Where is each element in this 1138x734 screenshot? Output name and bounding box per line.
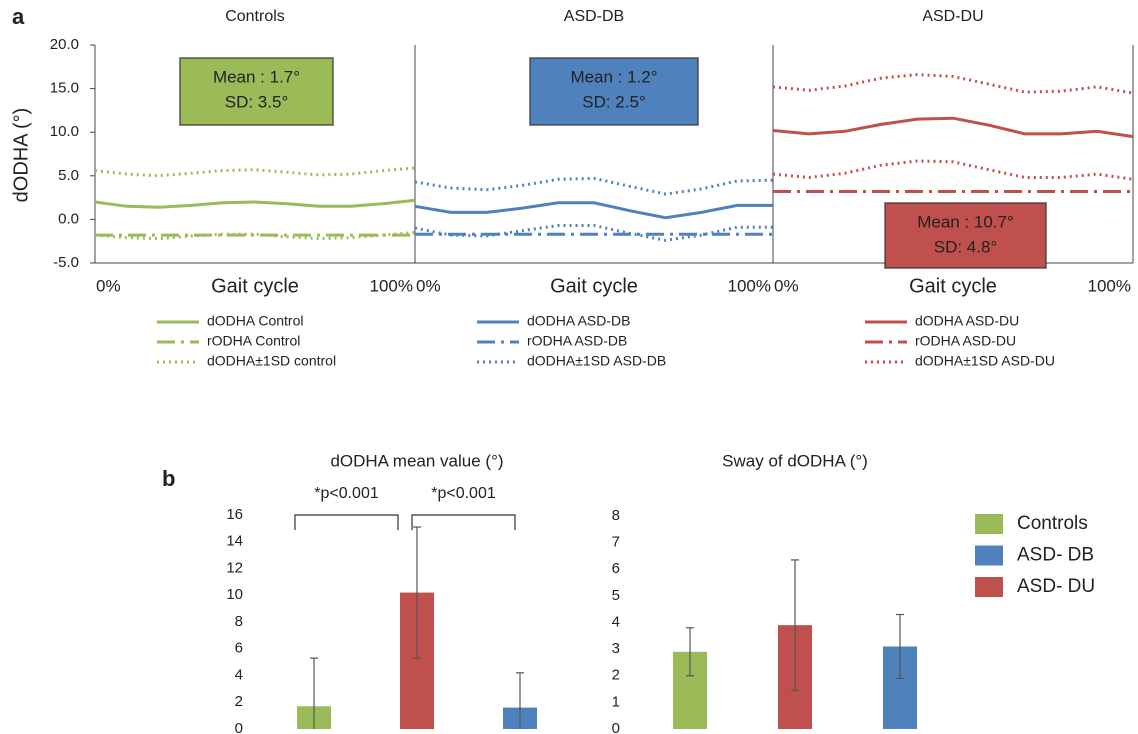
- stats-text: Mean : 1.2°: [570, 67, 657, 86]
- panel-title: Controls: [225, 8, 285, 25]
- y-tick-label: 4: [235, 666, 243, 683]
- y-tick-label: 15.0: [50, 80, 79, 97]
- series-line: [414, 224, 773, 242]
- legend-label: rODHA ASD-DU: [915, 333, 1016, 349]
- legend-label: dODHA±1SD ASD-DU: [915, 353, 1055, 369]
- stats-box: [884, 202, 1047, 269]
- significance-bracket: [411, 514, 516, 530]
- x-tick-label: 0%: [416, 276, 441, 295]
- legend-swatch: [975, 577, 1003, 597]
- error-bar: [516, 672, 524, 729]
- y-tick-label: 10: [226, 586, 243, 603]
- legend-label: dODHA Control: [207, 313, 303, 329]
- chart-title: dODHA mean value (°): [330, 451, 503, 470]
- y-tick-label: 2: [612, 667, 620, 684]
- y-tick-label: -5.0: [53, 254, 79, 271]
- y-tick-label: 6: [235, 640, 243, 657]
- legend-label: dODHA ASD-DU: [915, 313, 1019, 329]
- y-tick-label: 10.0: [50, 123, 79, 140]
- series-line: [772, 73, 1134, 95]
- panel-title: ASD-DU: [922, 8, 983, 25]
- legend-label: dODHA ASD-DB: [527, 313, 630, 329]
- series-line: [94, 198, 416, 209]
- stats-text: SD: 3.5°: [225, 92, 289, 111]
- y-tick-label: 0: [235, 720, 243, 734]
- y-tick-label: 7: [612, 534, 620, 551]
- x-tick-label: 100%: [1088, 276, 1131, 295]
- error-bar: [686, 627, 694, 677]
- plot: [673, 559, 917, 729]
- y-tick-label: 4: [612, 613, 620, 630]
- series-line: [414, 201, 773, 220]
- y-tick-label: 20.0: [50, 36, 79, 53]
- stats-text: SD: 2.5°: [582, 92, 646, 111]
- significance-bracket: [294, 514, 399, 530]
- panel-title: ASD-DB: [564, 8, 624, 25]
- stats-text: Mean : 10.7°: [917, 212, 1014, 231]
- y-tick-label: 12: [226, 559, 243, 576]
- y-tick-label: 8: [612, 507, 620, 524]
- x-axis-label: Gait cycle: [909, 275, 997, 297]
- y-tick-label: 5.0: [58, 167, 79, 184]
- x-tick-label: 100%: [370, 276, 413, 295]
- error-bar: [791, 559, 799, 691]
- y-tick-label: 16: [226, 506, 243, 523]
- series-line: [94, 166, 416, 178]
- error-bar: [896, 613, 904, 680]
- y-tick-label: 0: [612, 720, 620, 734]
- plot: [297, 526, 537, 729]
- series-line: [414, 176, 774, 196]
- x-tick-label: 0%: [774, 276, 799, 295]
- x-axis-label: Gait cycle: [550, 275, 638, 297]
- chart-title: Sway of dODHA (°): [722, 451, 868, 470]
- error-bar: [413, 526, 421, 659]
- legend-label: rODHA Control: [207, 333, 300, 349]
- panel-label: b: [162, 466, 175, 491]
- legend-label: ASD- DB: [1017, 545, 1094, 566]
- y-tick-label: 8: [235, 613, 243, 630]
- legend-label: dODHA±1SD ASD-DB: [527, 353, 666, 369]
- y-tick-label: 14: [226, 533, 243, 550]
- legend-label: dODHA±1SD control: [207, 353, 336, 369]
- legend-label: Controls: [1017, 513, 1088, 534]
- legend-label: ASD- DU: [1017, 576, 1095, 597]
- legend-swatch: [975, 514, 1003, 534]
- y-tick-label: 3: [612, 640, 620, 657]
- y-axis-label: dODHA (°): [10, 108, 32, 203]
- legend-swatch: [975, 545, 1003, 566]
- y-tick-label: 5: [612, 587, 620, 604]
- panel-label: a: [12, 4, 25, 29]
- y-tick-label: 0.0: [58, 210, 79, 227]
- stats-text: SD: 4.8°: [934, 237, 998, 256]
- legend-label: rODHA ASD-DB: [527, 333, 627, 349]
- significance-label: *p<0.001: [431, 485, 496, 502]
- error-bar: [310, 657, 318, 729]
- y-tick-label: 6: [612, 560, 620, 577]
- stats-box: [529, 57, 699, 126]
- x-axis-label: Gait cycle: [211, 275, 299, 297]
- stats-box: [179, 57, 334, 126]
- series-line: [772, 159, 1134, 181]
- stats-text: Mean : 1.7°: [213, 67, 300, 86]
- significance-label: *p<0.001: [314, 485, 379, 502]
- x-tick-label: 0%: [96, 276, 121, 295]
- y-tick-label: 2: [235, 693, 243, 710]
- series-line: [772, 116, 1134, 139]
- x-tick-label: 100%: [728, 276, 771, 295]
- y-tick-label: 1: [612, 693, 620, 710]
